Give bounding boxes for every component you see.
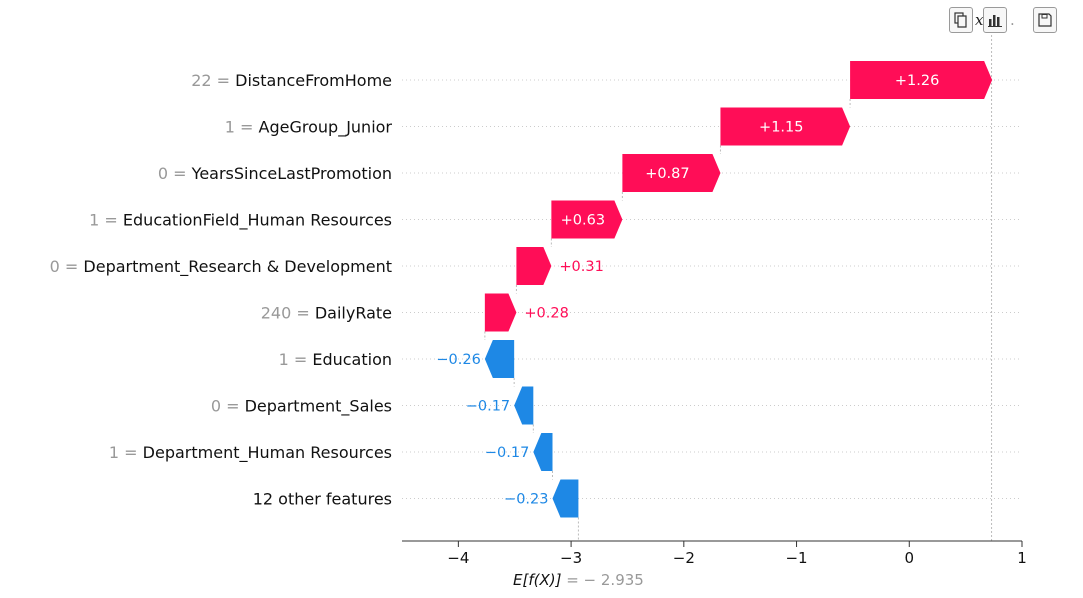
waterfall-bar: [484, 293, 517, 332]
waterfall-bar: [533, 433, 553, 471]
base-value-label: E[f(X)] = − 2.935: [513, 571, 644, 589]
feature-name: Department_Research & Development: [83, 257, 392, 277]
waterfall-bar: [514, 386, 534, 425]
shap-value-label: −0.17: [466, 399, 510, 415]
feature-label: 0 = Department_Research & Development: [50, 257, 392, 277]
waterfall-bar: [720, 107, 851, 146]
save-icon: [1038, 13, 1052, 27]
x-tick-label: −2: [673, 549, 695, 567]
feature-name: DailyRate: [315, 304, 392, 323]
copy-button[interactable]: [949, 7, 973, 33]
shap-value-label: +0.87: [645, 166, 689, 182]
feature-name: YearsSinceLastPromotion: [191, 164, 392, 183]
save-button[interactable]: [1033, 7, 1057, 33]
feature-label: 240 = DailyRate: [261, 304, 392, 323]
x-tick-label: 0: [904, 549, 914, 567]
base-value-number: = − 2.935: [561, 571, 643, 589]
feature-value: 1 =: [279, 350, 313, 369]
feature-value: 1 =: [225, 118, 259, 137]
feature-value: 0 =: [158, 164, 192, 183]
x-tick-label: 1: [1017, 549, 1027, 567]
waterfall-bar: [484, 340, 515, 378]
feature-value: 0 =: [211, 397, 245, 416]
copy-icon: [954, 12, 967, 28]
waterfall-bar: [551, 200, 623, 239]
shap-value-label: +0.63: [561, 213, 605, 229]
shap-value-label: +0.28: [524, 306, 568, 322]
feature-name: Department_Human Resources: [143, 443, 392, 463]
clipped-x-glyph: x: [975, 11, 984, 29]
feature-name: EducationField_Human Resources: [123, 211, 392, 231]
feature-value: 0 =: [50, 257, 84, 276]
clipped-dot-glyph: .: [1010, 11, 1015, 29]
feature-label: 1 = EducationField_Human Resources: [89, 211, 392, 231]
feature-label: 0 = Department_Sales: [211, 397, 392, 417]
feature-value: 1 =: [89, 211, 123, 230]
feature-name: Education: [312, 350, 392, 369]
waterfall-bar: [622, 154, 721, 192]
waterfall-bar: [850, 61, 993, 99]
shap-value-label: +1.15: [759, 120, 803, 136]
shap-value-label: +1.26: [895, 73, 939, 89]
shap-value-label: +0.31: [559, 259, 603, 275]
feature-value: 1 =: [109, 443, 143, 462]
feature-label: 1 = Education: [279, 350, 392, 369]
shap-value-label: −0.17: [485, 445, 529, 461]
bar-chart-button[interactable]: [983, 7, 1007, 33]
x-tick-label: −3: [560, 549, 582, 567]
feature-name: DistanceFromHome: [235, 71, 392, 90]
feature-value: 22 =: [191, 71, 235, 90]
feature-value: 240 =: [261, 304, 315, 323]
base-value-expression: E[f(X)]: [513, 571, 562, 589]
feature-label: 22 = DistanceFromHome: [191, 71, 392, 90]
waterfall-bar: [552, 479, 579, 518]
shap-value-label: −0.26: [436, 352, 480, 368]
waterfall-bar: [516, 247, 552, 285]
feature-label: 0 = YearsSinceLastPromotion: [158, 164, 392, 183]
feature-label: 1 = AgeGroup_Junior: [225, 118, 393, 138]
figure-toolbar: x .: [943, 4, 1083, 38]
feature-name: 12 other features: [253, 490, 392, 509]
x-tick-label: −4: [447, 549, 469, 567]
feature-name: AgeGroup_Junior: [259, 118, 393, 138]
feature-name: Department_Sales: [245, 397, 392, 417]
feature-label: 1 = Department_Human Resources: [109, 443, 392, 463]
feature-label: 12 other features: [253, 490, 392, 509]
x-tick-label: −1: [785, 549, 807, 567]
bar-chart-icon: [988, 15, 1002, 27]
shap-value-label: −0.23: [504, 492, 548, 508]
